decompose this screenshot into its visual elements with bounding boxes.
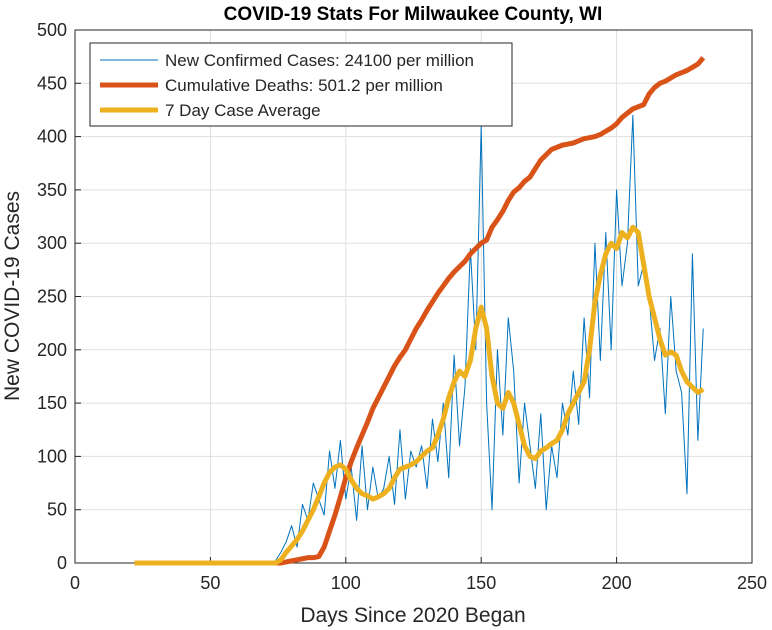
y-tick-label: 100 xyxy=(37,446,67,466)
y-tick-label: 250 xyxy=(37,287,67,307)
plot-frame xyxy=(74,29,753,564)
y-tick-label: 400 xyxy=(37,127,67,147)
y-tick-label: 200 xyxy=(37,340,67,360)
x-tick-label: 0 xyxy=(70,573,80,593)
legend-label: Cumulative Deaths: 501.2 per million xyxy=(165,76,443,95)
x-tick-label: 100 xyxy=(331,573,361,593)
y-tick-label: 0 xyxy=(57,553,67,573)
x-tick-label: 200 xyxy=(602,573,632,593)
y-tick-label: 50 xyxy=(47,500,67,520)
legend-label: 7 Day Case Average xyxy=(165,101,321,120)
x-tick-label: 250 xyxy=(737,573,767,593)
x-axis-label: Days Since 2020 Began xyxy=(300,604,525,627)
y-axis-label: New COVID-19 Cases xyxy=(1,191,24,401)
x-tick-label: 50 xyxy=(200,573,220,593)
legend-box xyxy=(89,42,513,127)
legend: New Confirmed Cases: 24100 per million Cu… xyxy=(89,42,513,127)
x-tick-label: 150 xyxy=(466,573,496,593)
legend-label: New Confirmed Cases: 24100 per million xyxy=(165,51,474,70)
y-tick-label: 350 xyxy=(37,180,67,200)
y-tick-label: 450 xyxy=(37,73,67,93)
chart-title: COVID-19 Stats For Milwaukee County, WI xyxy=(224,4,603,25)
data-line xyxy=(134,224,705,566)
y-tick-label: 500 xyxy=(37,20,67,40)
y-tick-label: 150 xyxy=(37,393,67,413)
y-tick-label: 300 xyxy=(37,233,67,253)
